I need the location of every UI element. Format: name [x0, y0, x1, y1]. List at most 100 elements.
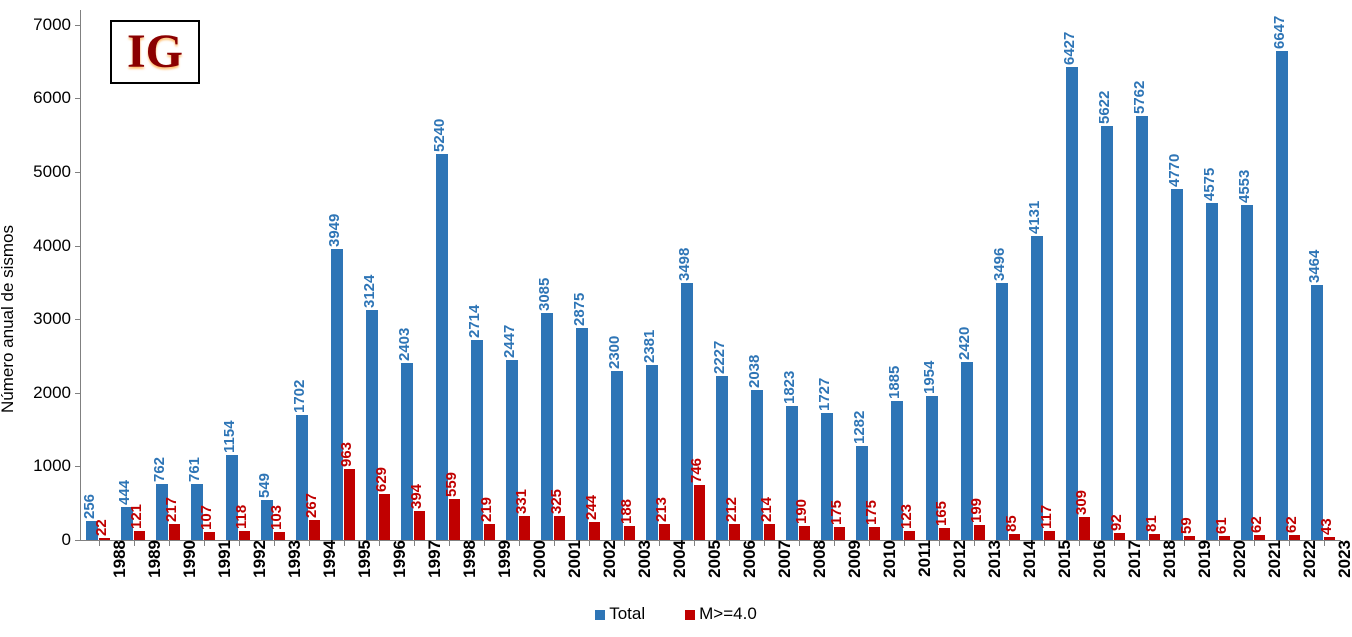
xtick-mark: [869, 540, 870, 546]
bar-value-label: 85: [1003, 515, 1020, 532]
x-category-label: 2015: [1051, 540, 1075, 578]
legend: Total M>=4.0: [0, 604, 1352, 624]
bar: 5762: [1136, 116, 1147, 540]
bar-value-label: 219: [478, 497, 495, 522]
bar-value-label: 190: [793, 499, 810, 524]
xtick-mark: [694, 540, 695, 546]
bar-value-label: 444: [116, 480, 133, 505]
bar: 214: [764, 524, 775, 540]
bar: 118: [239, 531, 250, 540]
x-category-label: 2017: [1121, 540, 1145, 578]
x-category-label: 2003: [631, 540, 655, 578]
bar: 199: [974, 525, 985, 540]
x-category-label: 2002: [596, 540, 620, 578]
bar: 175: [869, 527, 880, 540]
x-category-label: 2018: [1156, 540, 1180, 578]
bar-value-label: 746: [688, 458, 705, 483]
legend-item: M>=4.0: [685, 604, 757, 624]
bar: 1702: [296, 415, 307, 540]
bar-value-label: 103: [268, 505, 285, 530]
xtick-mark: [939, 540, 940, 546]
bar-value-label: 3085: [536, 278, 553, 311]
bar: 4770: [1171, 189, 1182, 540]
x-category-label: 2023: [1331, 540, 1352, 578]
bar-value-label: 4575: [1201, 168, 1218, 201]
bar-value-label: 762: [151, 457, 168, 482]
x-category-label: 1991: [211, 540, 235, 578]
bar: 213: [659, 524, 670, 540]
legend-swatch: [685, 610, 695, 620]
bar: 123: [904, 531, 915, 540]
bar: 61: [1219, 536, 1230, 540]
legend-label: Total: [609, 604, 645, 623]
ytick-label: 6000: [33, 88, 81, 108]
bar-value-label: 5762: [1131, 80, 1148, 113]
ytick-label: 5000: [33, 162, 81, 182]
bar-value-label: 244: [583, 495, 600, 520]
x-category-label: 1989: [141, 540, 165, 578]
bar-value-label: 59: [1178, 517, 1195, 534]
xtick-mark: [659, 540, 660, 546]
bar: 331: [519, 516, 530, 540]
x-category-label: 1999: [491, 540, 515, 578]
bar: 963: [344, 469, 355, 540]
bar: 746: [694, 485, 705, 540]
legend-swatch: [595, 610, 605, 620]
xtick-mark: [169, 540, 170, 546]
bar: 219: [484, 524, 495, 540]
bar: 59: [1184, 536, 1195, 540]
bar-value-label: 175: [828, 500, 845, 525]
bar-value-label: 309: [1073, 490, 1090, 515]
x-category-label: 1998: [456, 540, 480, 578]
xtick-mark: [1009, 540, 1010, 546]
xtick-mark: [309, 540, 310, 546]
bar-value-label: 963: [338, 442, 355, 467]
bar-value-label: 1954: [921, 361, 938, 394]
ytick-label: 3000: [33, 309, 81, 329]
bar: 5622: [1101, 126, 1112, 540]
xtick-mark: [554, 540, 555, 546]
xtick-mark: [1219, 540, 1220, 546]
x-category-label: 2016: [1086, 540, 1110, 578]
xtick-mark: [379, 540, 380, 546]
bar: 165: [939, 528, 950, 540]
ytick-label: 7000: [33, 15, 81, 35]
bar: 3124: [366, 310, 377, 540]
bar-value-label: 81: [1143, 515, 1160, 532]
bar-value-label: 325: [548, 489, 565, 514]
xtick-mark: [1289, 540, 1290, 546]
bar-value-label: 61: [1213, 517, 1230, 534]
bar: 217: [169, 524, 180, 540]
bar-value-label: 1727: [816, 378, 833, 411]
bar-chart: IG Número anual de sismos 01000200030004…: [0, 0, 1352, 637]
bar-value-label: 256: [81, 494, 98, 519]
bar: 121: [134, 531, 145, 540]
xtick-mark: [1044, 540, 1045, 546]
bar-value-label: 394: [408, 484, 425, 509]
bar: 6647: [1276, 51, 1287, 540]
x-category-label: 1994: [316, 540, 340, 578]
bar-value-label: 1823: [781, 370, 798, 403]
bar-value-label: 213: [653, 497, 670, 522]
x-category-label: 2008: [806, 540, 830, 578]
bar: 6427: [1066, 67, 1077, 540]
xtick-mark: [519, 540, 520, 546]
y-axis-label: Número anual de sismos: [0, 224, 18, 412]
xtick-mark: [624, 540, 625, 546]
x-category-label: 2011: [911, 540, 935, 577]
ytick-label: 1000: [33, 456, 81, 476]
bar: 629: [379, 494, 390, 540]
x-category-label: 2009: [841, 540, 865, 578]
bar-value-label: 3496: [991, 247, 1008, 280]
xtick-mark: [239, 540, 240, 546]
xtick-mark: [764, 540, 765, 546]
bar-value-label: 3124: [361, 275, 378, 308]
bar-value-label: 121: [128, 504, 145, 529]
bar-value-label: 217: [163, 497, 180, 522]
x-category-label: 1990: [176, 540, 200, 578]
bar: 103: [274, 532, 285, 540]
bar-value-label: 92: [1108, 515, 1125, 532]
xtick-mark: [589, 540, 590, 546]
bar: 309: [1079, 517, 1090, 540]
bar-value-label: 331: [513, 489, 530, 514]
